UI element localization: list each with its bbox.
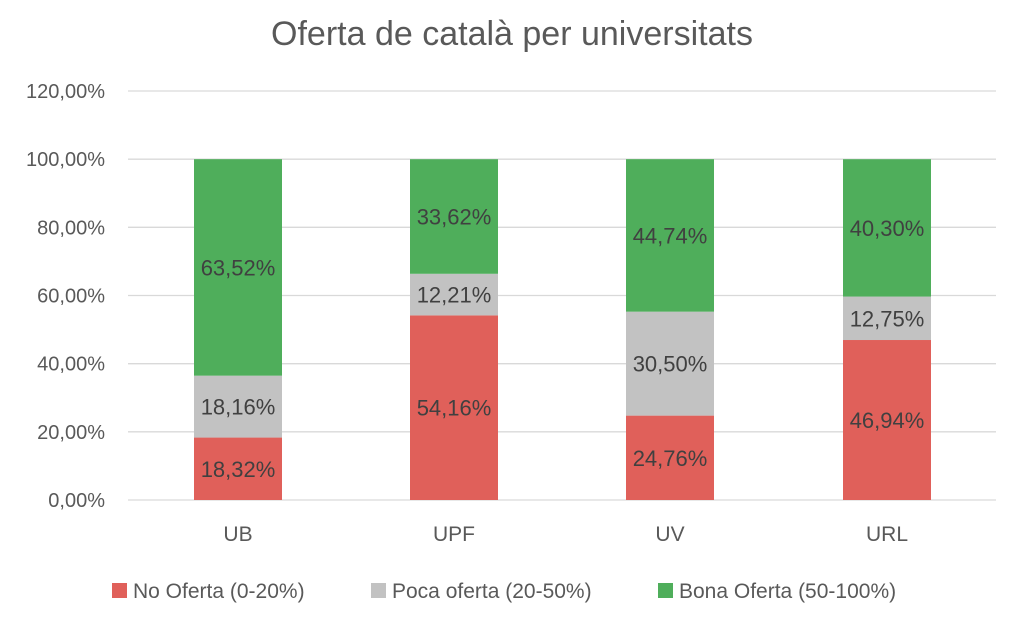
data-label: 44,74% [633,223,708,248]
bar-segment [410,159,498,274]
data-label: 12,75% [850,306,925,331]
bar-segment [843,296,931,341]
legend-swatch [658,583,673,598]
y-tick-label: 100,00% [26,149,105,171]
y-axis-tick-labels: 0,00% 20,00% 40,00% 60,00% 80,00% 100,00% 120,… [26,81,105,512]
x-category-label: UPF [433,523,475,546]
data-label: 40,30% [850,216,925,241]
data-label: 12,21% [417,283,492,308]
data-label: 30,50% [633,352,708,377]
data-label: 46,94% [850,408,925,433]
bar-segment [626,159,714,312]
y-tick-label: 80,00% [37,217,105,239]
bar-segment [626,311,714,416]
data-label: 33,62% [417,204,492,229]
data-label: 24,76% [633,446,708,471]
legend-swatch [112,583,127,598]
legend-label: No Oferta (0-20%) [133,580,305,603]
x-category-label: UV [655,523,684,546]
y-tick-label: 60,00% [37,286,105,308]
bar-segment [194,375,282,438]
bar-segment [410,315,498,500]
legend: No Oferta (0-20%) Poca oferta (20-50%) Bon… [112,580,896,603]
bars [194,159,931,500]
x-category-label: UB [223,523,252,546]
chart-title: Oferta de català per universitats [271,15,753,53]
bar-segment [410,273,498,316]
y-tick-label: 40,00% [37,354,105,376]
legend-label: Poca oferta (20-50%) [392,580,592,603]
bar-segment [626,415,714,500]
data-label: 54,16% [417,396,492,421]
data-label: 63,52% [201,255,276,280]
legend-label: Bona Oferta (50-100%) [679,580,896,603]
y-tick-label: 0,00% [48,490,105,512]
bar-segment [843,159,931,297]
legend-swatch [371,583,386,598]
x-category-label: URL [866,523,908,546]
data-labels: 18,32% 18,16% 63,52% 54,16% 12,21% 33,62% 24,7… [201,204,925,481]
bar-segment [194,159,282,376]
data-label: 18,16% [201,395,276,420]
x-axis-category-labels: UB UPF UV URL [223,523,908,546]
y-tick-label: 120,00% [26,81,105,103]
data-label: 18,32% [201,457,276,482]
y-tick-label: 20,00% [37,422,105,444]
bar-segment [843,340,931,500]
bar-segment [194,437,282,500]
